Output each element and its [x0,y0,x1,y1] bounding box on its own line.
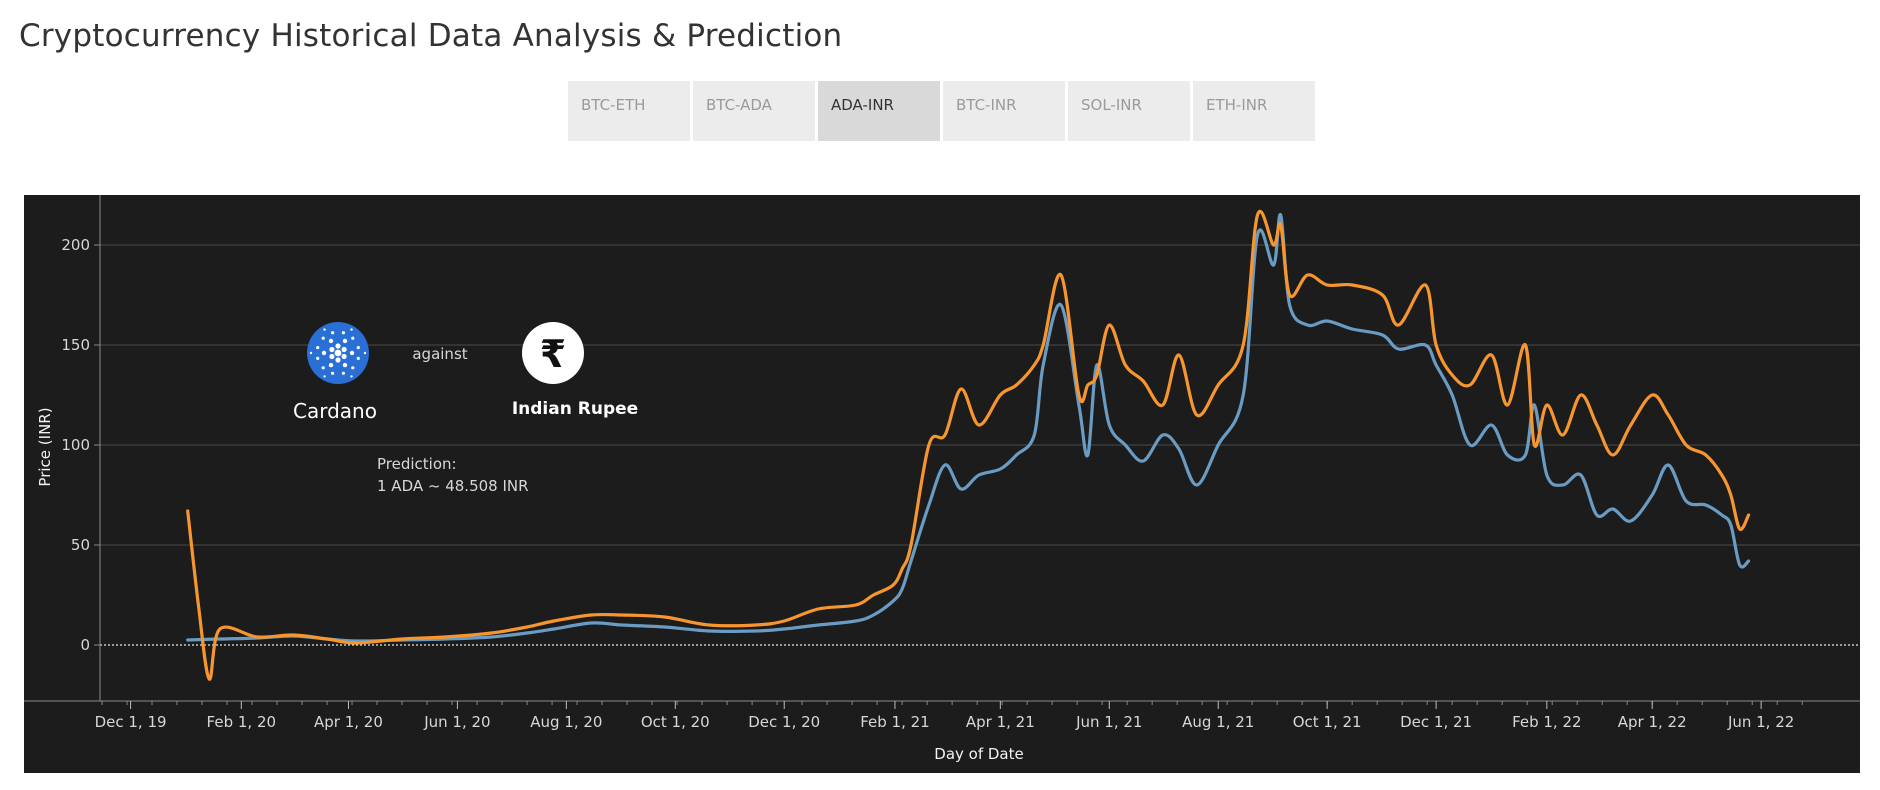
price-chart: 0 50 100 150 200 Dec 1, 19 Feb 1, 20 Apr 1, 20… [24,195,1860,763]
predicted-series-line [186,209,1751,681]
x-tick-label: Jun 1, 21 [1075,713,1142,731]
y-tick-label: 100 [61,436,90,454]
x-tick-label: Dec 1, 20 [748,713,820,731]
tab-btc-eth[interactable]: BTC-ETH [568,81,690,141]
cardano-logo-icon [307,322,369,384]
x-tick-label: Oct 1, 21 [1293,713,1362,731]
x-tick-label: Apr 1, 22 [1618,713,1687,731]
y-tick-label: 50 [71,536,90,554]
tab-eth-inr[interactable]: ETH-INR [1193,81,1315,141]
y-tick-label: 0 [80,636,90,654]
prediction-label: Prediction: [377,455,457,473]
x-tick-label: Aug 1, 20 [530,713,602,731]
tab-sol-inr[interactable]: SOL-INR [1068,81,1190,141]
x-tick-label: Jun 1, 22 [1727,713,1794,731]
tab-bar: BTC-ETH BTC-ADA ADA-INR BTC-INR SOL-INR … [568,81,1318,141]
x-axis: Dec 1, 19 Feb 1, 20 Apr 1, 20 Jun 1, 20 Aug … [24,700,1860,731]
currency-name-label: Indian Rupee [512,399,638,419]
x-tick-label: Aug 1, 21 [1182,713,1254,731]
x-tick-label: Oct 1, 20 [641,713,710,731]
x-tick-label: Apr 1, 21 [966,713,1035,731]
y-axis: 0 50 100 150 200 [61,195,101,701]
x-tick-label: Jun 1, 20 [423,713,490,731]
x-tick-label: Apr 1, 20 [314,713,383,731]
tab-ada-inr[interactable]: ADA-INR [818,81,940,141]
coin-name-label: Cardano [293,399,377,423]
y-tick-label: 150 [61,336,90,354]
page-title: Cryptocurrency Historical Data Analysis … [19,18,843,54]
y-axis-title: Price (INR) [36,407,54,486]
gridlines [100,244,1860,646]
actual-series-line [186,213,1751,643]
series-lines [186,209,1751,681]
rupee-icon: ₹ [522,322,584,384]
tab-btc-inr[interactable]: BTC-INR [943,81,1065,141]
x-tick-label: Dec 1, 21 [1400,713,1472,731]
chart-panel: 0 50 100 150 200 Dec 1, 19 Feb 1, 20 Apr 1, 20… [24,195,1860,773]
x-tick-label: Feb 1, 22 [1512,713,1582,731]
against-label: against [412,345,467,363]
x-axis-title: Day of Date [934,745,1023,763]
x-tick-label: Feb 1, 20 [207,713,277,731]
prediction-value: 1 ADA ~ 48.508 INR [377,477,529,495]
svg-text:₹: ₹ [540,332,566,376]
x-tick-label: Feb 1, 21 [860,713,930,731]
tab-btc-ada[interactable]: BTC-ADA [693,81,815,141]
y-tick-label: 200 [61,236,90,254]
x-tick-label: Dec 1, 19 [95,713,167,731]
